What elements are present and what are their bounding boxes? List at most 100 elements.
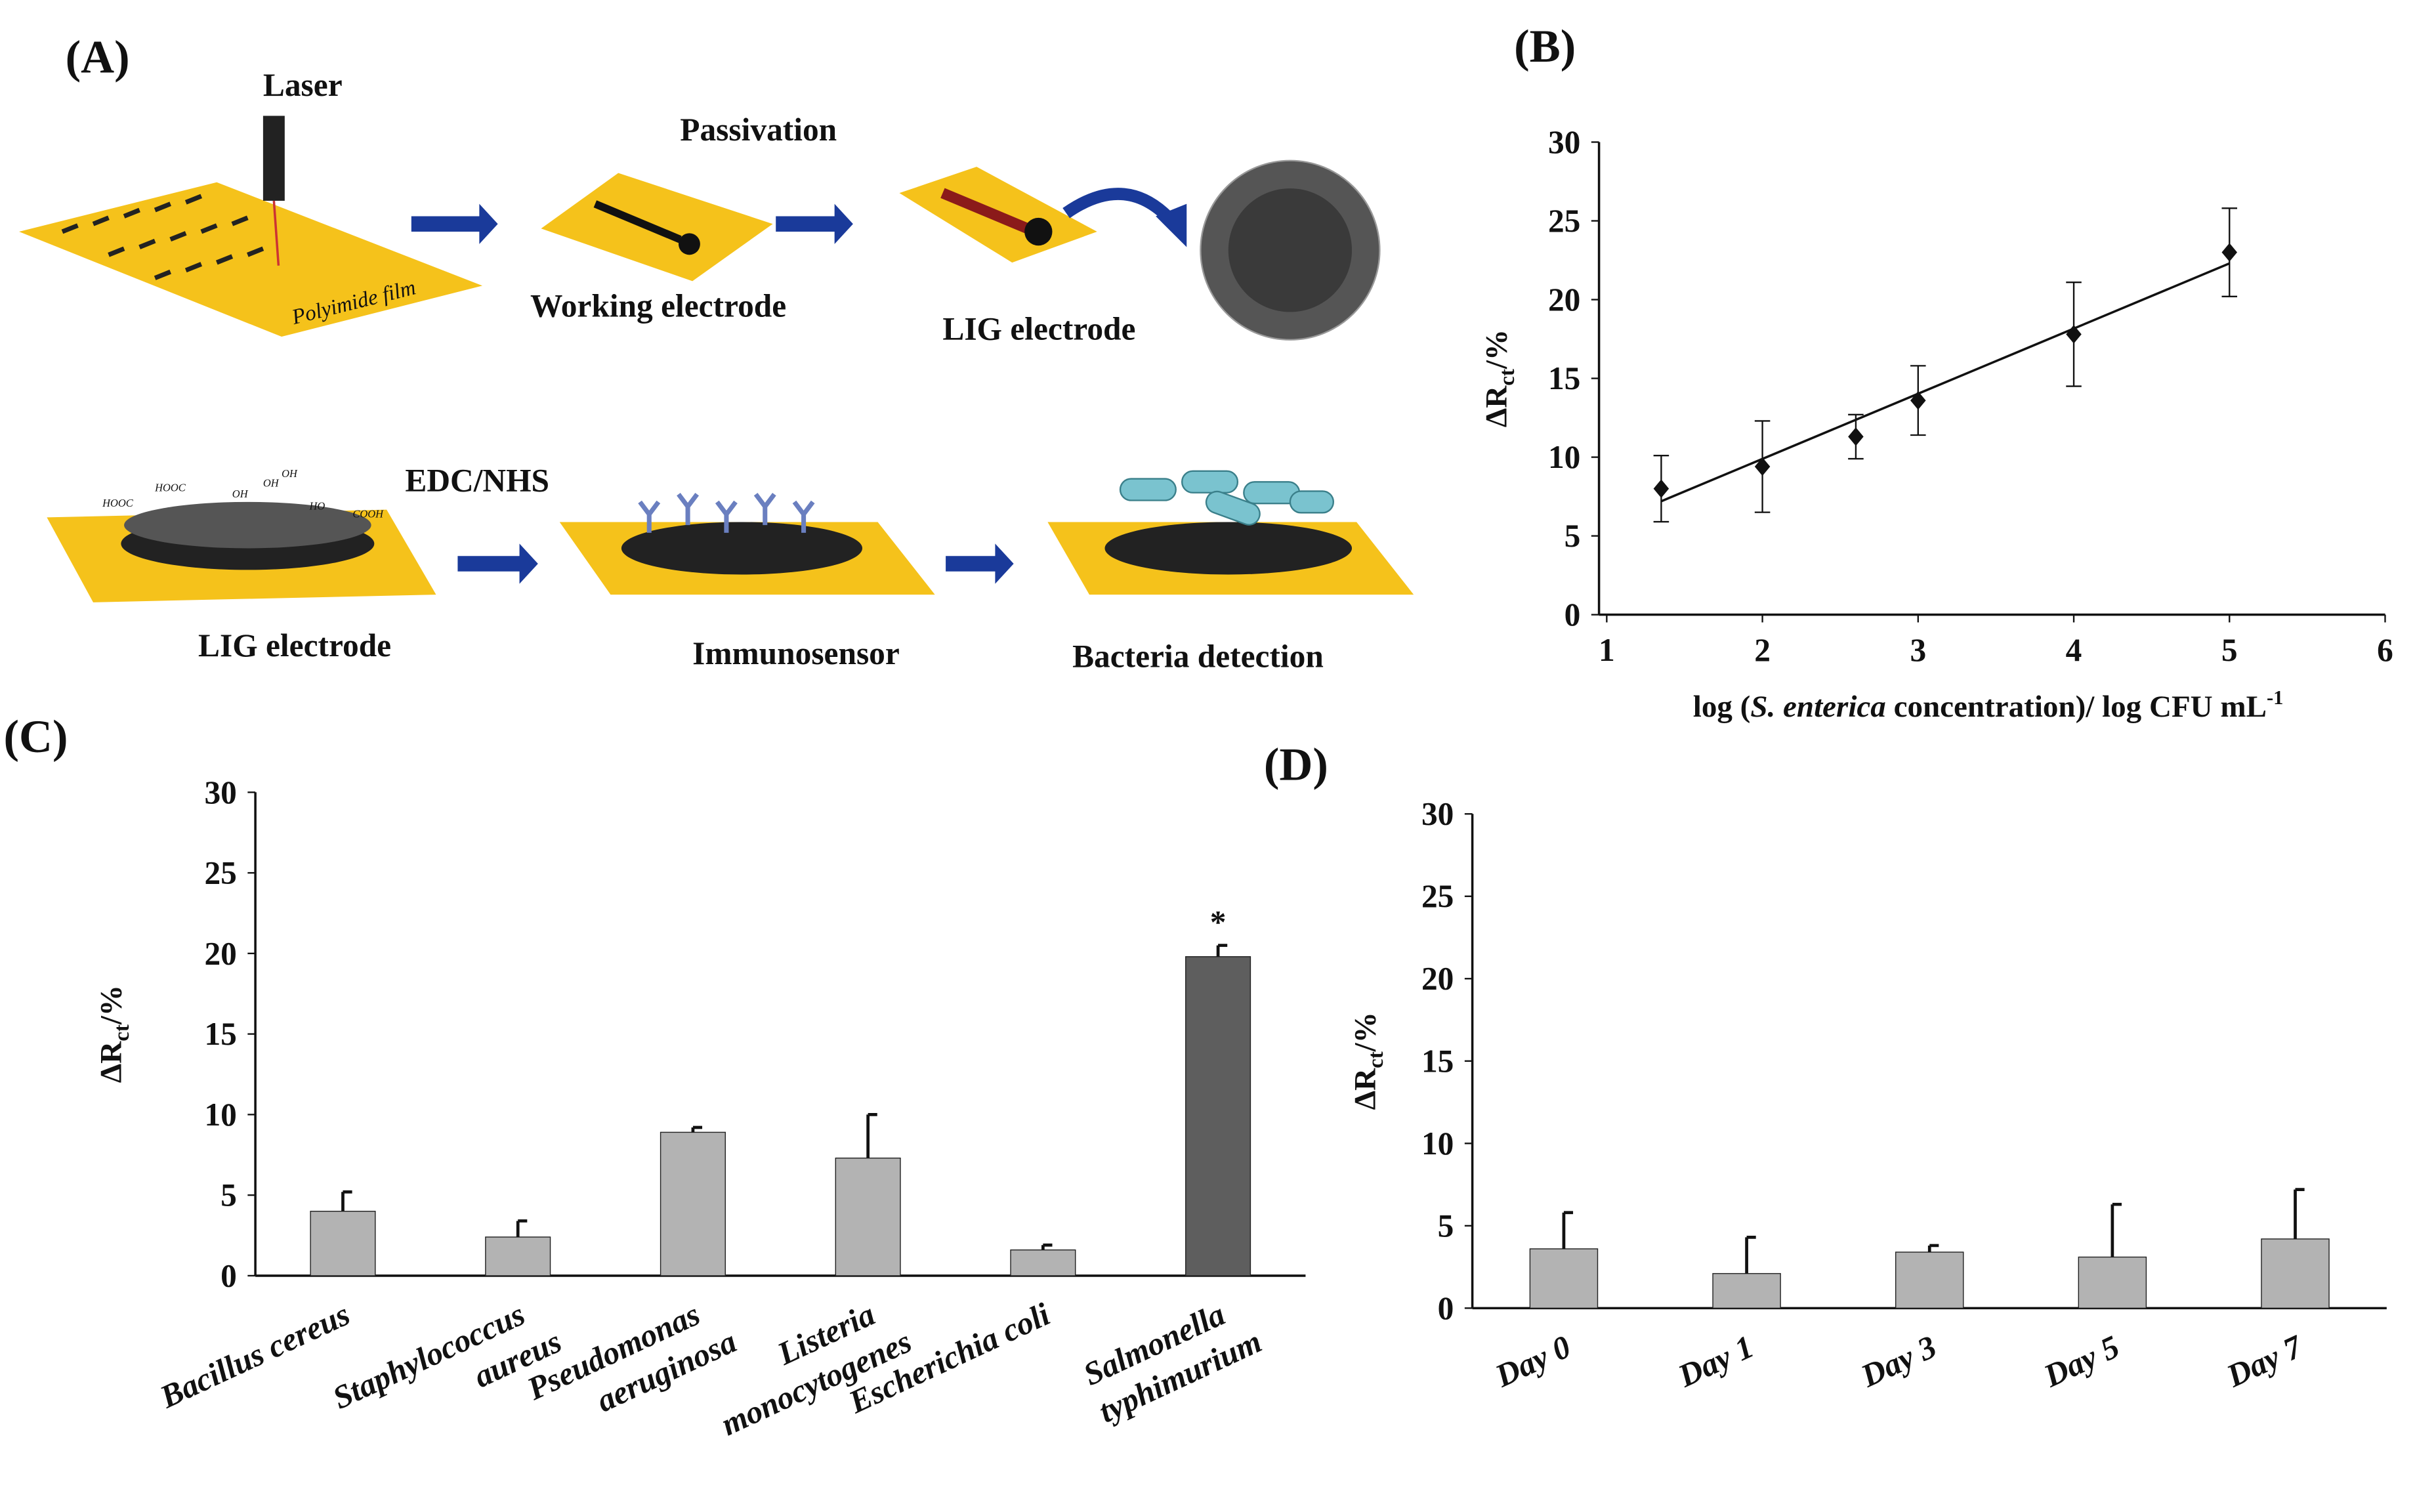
label: LIG electrode — [198, 627, 391, 663]
x-label-sup: -1 — [2267, 686, 2283, 709]
x-tick-label: Bacillus cereus — [154, 1296, 356, 1416]
point — [1848, 427, 1864, 446]
film — [19, 182, 483, 337]
x-tick-label: 3 — [1910, 632, 1926, 668]
y-tick-label: 20 — [1421, 961, 1454, 997]
chem-label: OH — [263, 476, 280, 489]
arrow-head — [1156, 203, 1187, 247]
electrodes — [61, 194, 264, 280]
y-label-main: ΔR — [1348, 1068, 1382, 1110]
error-bar — [1927, 1244, 1939, 1252]
y-tick-label: 25 — [204, 855, 236, 891]
x-tick-line: Bacillus cereus — [154, 1296, 356, 1416]
y-label-sub: ct — [110, 1024, 134, 1041]
x-tick-label: Listeriamonocytogenes — [698, 1287, 917, 1443]
y-label-main: ΔR — [1479, 385, 1513, 427]
x-label-post: concentration)/ log CFU mL — [1886, 690, 2267, 724]
point — [2066, 325, 2082, 344]
x-tick-label: Salmonellatyphimurium — [1076, 1287, 1267, 1430]
y-label-unit: /% — [1479, 329, 1513, 369]
x-tick-label: 2 — [1754, 632, 1771, 668]
annotation: * — [1210, 904, 1227, 940]
lig-top — [124, 501, 371, 549]
y-tick-label: 5 — [1564, 518, 1581, 554]
bacteria — [1119, 470, 1334, 526]
point — [1910, 391, 1926, 410]
chem-label: HO — [308, 500, 325, 513]
chem-label: HOOC — [154, 481, 186, 494]
y-label-main: ΔR — [94, 1041, 128, 1083]
error-bar — [516, 1219, 528, 1237]
bar — [1529, 1248, 1599, 1309]
x-tick-label: 6 — [2377, 632, 2393, 668]
panel-label: (B) — [1514, 21, 1576, 72]
x-label-italic: S. enterica — [1750, 690, 1885, 724]
error-bar — [1745, 1236, 1756, 1274]
error-bar — [1562, 1211, 1574, 1249]
y-tick-label: 0 — [220, 1257, 237, 1293]
laser-beam — [272, 200, 280, 266]
arrow — [1062, 188, 1179, 228]
lig-disc — [1104, 522, 1353, 575]
y-tick-label: 5 — [1438, 1208, 1454, 1244]
y-label-sub: ct — [1364, 1051, 1388, 1068]
trendline — [1660, 262, 2230, 503]
label: Passivation — [680, 112, 837, 148]
y-tick-label: 15 — [204, 1016, 236, 1052]
x-tick-line: Day 7 — [2221, 1328, 2309, 1395]
panel-label: (C) — [4, 711, 68, 763]
label: Laser — [263, 67, 343, 103]
bar — [1185, 956, 1251, 1276]
point — [1754, 457, 1771, 476]
sem-texture — [1228, 188, 1353, 312]
x-tick-label: 1 — [1599, 632, 1615, 668]
label: EDC/NHS — [405, 462, 549, 498]
label: Bacteria detection — [1072, 639, 1324, 675]
x-tick-label: Day 3 — [1855, 1328, 1942, 1395]
x-tick-line: Day 5 — [2038, 1328, 2124, 1395]
y-tick-label: 10 — [1421, 1125, 1454, 1162]
panel-label: (A) — [66, 32, 130, 83]
chem-label: OH — [282, 467, 298, 480]
arrow — [946, 543, 1014, 584]
y-tick-label: 20 — [204, 935, 236, 971]
y-tick-label: 15 — [1548, 360, 1580, 396]
arrow — [457, 543, 538, 584]
y-tick-label: 20 — [1548, 282, 1580, 318]
y-tick-label: 10 — [1548, 439, 1580, 475]
y-label-unit: /% — [94, 985, 128, 1025]
label: LIG electrode — [942, 311, 1135, 347]
y-label-sub: ct — [1496, 369, 1519, 386]
bar — [485, 1236, 551, 1276]
x-tick-line: Day 0 — [1489, 1328, 1576, 1395]
lig-track — [940, 188, 1030, 234]
x-tick-label: Day 0 — [1489, 1328, 1576, 1395]
panel-label: (D) — [1264, 739, 1328, 790]
antibodies — [638, 492, 815, 533]
y-axis-label: ΔRct/% — [94, 985, 134, 1083]
lig-disc — [621, 522, 863, 575]
error-bar — [1216, 944, 1228, 957]
electrode — [593, 200, 682, 243]
x-tick-label: Day 7 — [2221, 1328, 2309, 1395]
point — [2221, 243, 2238, 262]
bar — [1010, 1249, 1076, 1276]
laser-head — [262, 116, 285, 201]
y-axis-label: ΔRct/% — [1479, 329, 1519, 427]
x-tick-label: Day 5 — [2038, 1328, 2124, 1395]
bar — [2261, 1238, 2330, 1309]
x-tick-line: Day 3 — [1855, 1328, 1942, 1395]
electrode-pad — [1024, 217, 1053, 246]
y-tick-label: 25 — [1421, 878, 1454, 914]
bar — [660, 1131, 726, 1276]
bar — [310, 1211, 376, 1276]
label: Working electrode — [530, 287, 786, 324]
y-tick-label: 15 — [1421, 1043, 1454, 1079]
chem-label: HOOC — [102, 497, 134, 509]
bar — [1895, 1251, 1964, 1309]
x-tick-label: Day 1 — [1672, 1328, 1759, 1395]
y-tick-label: 25 — [1548, 203, 1580, 239]
point — [1653, 479, 1670, 498]
y-tick-label: 10 — [204, 1097, 236, 1133]
